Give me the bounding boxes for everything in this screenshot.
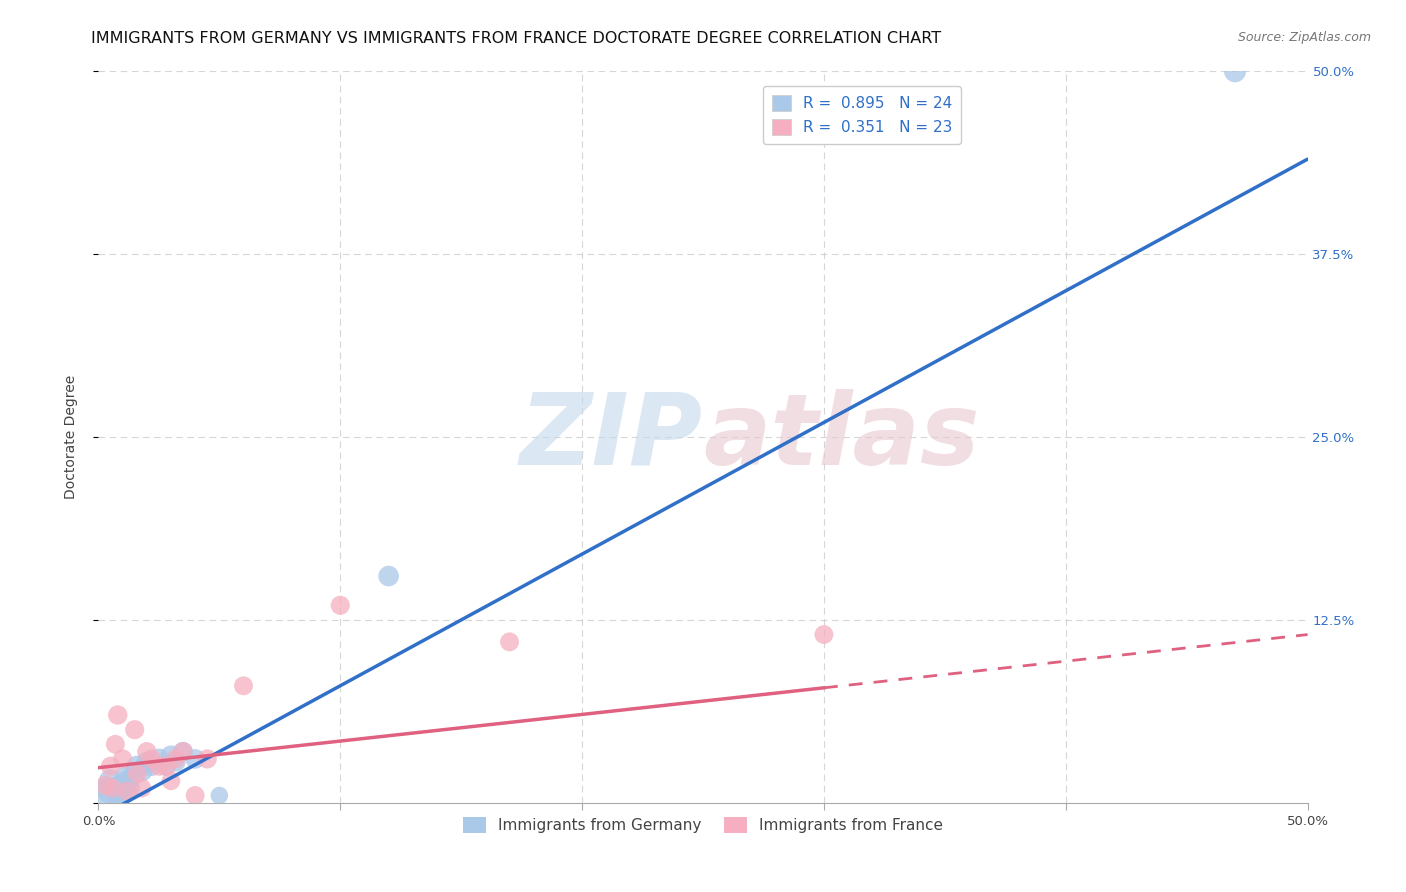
Point xyxy=(160,749,183,764)
Point xyxy=(172,745,194,759)
Text: atlas: atlas xyxy=(703,389,980,485)
Point xyxy=(108,778,131,792)
Point xyxy=(148,752,170,766)
Point xyxy=(232,679,254,693)
Point xyxy=(117,773,139,788)
Point xyxy=(135,745,157,759)
Point xyxy=(208,789,231,803)
Point xyxy=(100,773,122,788)
Point xyxy=(329,599,352,613)
Point xyxy=(111,752,134,766)
Point xyxy=(148,759,170,773)
Point xyxy=(165,755,187,769)
Point xyxy=(131,781,153,796)
Point xyxy=(111,784,134,798)
Point xyxy=(118,781,141,796)
Point xyxy=(141,752,163,766)
Point xyxy=(141,759,163,773)
Point xyxy=(155,759,177,773)
Text: ZIP: ZIP xyxy=(520,389,703,485)
Point xyxy=(124,766,146,780)
Y-axis label: Doctorate Degree: Doctorate Degree xyxy=(63,375,77,500)
Point xyxy=(184,752,207,766)
Point xyxy=(160,773,183,788)
Point xyxy=(101,781,124,796)
Point xyxy=(100,784,122,798)
Point xyxy=(155,759,177,773)
Point xyxy=(813,627,835,641)
Point xyxy=(117,784,139,798)
Point xyxy=(94,778,117,792)
Point xyxy=(131,764,153,778)
Point xyxy=(172,745,194,759)
Point xyxy=(127,759,149,773)
Point xyxy=(127,766,149,780)
Point xyxy=(377,569,399,583)
Point xyxy=(135,755,157,769)
Point xyxy=(1223,64,1246,78)
Point xyxy=(165,752,187,766)
Point xyxy=(184,789,207,803)
Legend: Immigrants from Germany, Immigrants from France: Immigrants from Germany, Immigrants from… xyxy=(457,811,949,839)
Point xyxy=(114,769,136,783)
Point xyxy=(195,752,218,766)
Point xyxy=(107,789,129,803)
Point xyxy=(124,723,146,737)
Point xyxy=(498,635,520,649)
Point xyxy=(104,737,127,751)
Text: Source: ZipAtlas.com: Source: ZipAtlas.com xyxy=(1237,31,1371,45)
Point xyxy=(104,781,127,796)
Text: IMMIGRANTS FROM GERMANY VS IMMIGRANTS FROM FRANCE DOCTORATE DEGREE CORRELATION C: IMMIGRANTS FROM GERMANY VS IMMIGRANTS FR… xyxy=(91,31,942,46)
Point xyxy=(107,708,129,723)
Point xyxy=(94,789,117,804)
Point xyxy=(100,759,122,773)
